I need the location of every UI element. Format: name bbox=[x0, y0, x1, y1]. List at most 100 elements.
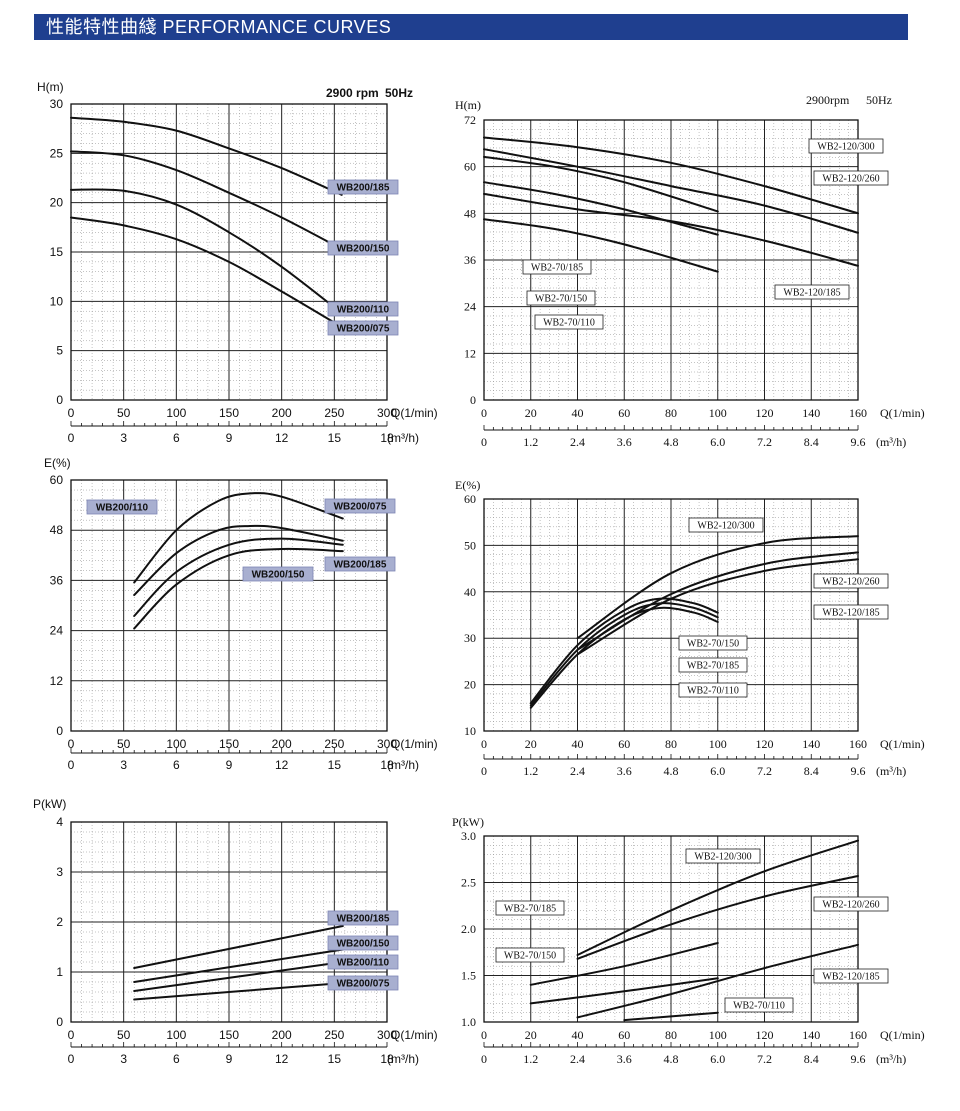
x-tick-label: 40 bbox=[572, 1028, 584, 1042]
x-tick-label: 140 bbox=[802, 737, 820, 751]
x2-tick-label: 12 bbox=[275, 1052, 289, 1066]
series-label-wb200-150: WB200/150 bbox=[337, 244, 390, 255]
curve-wb2-70-110 bbox=[529, 606, 719, 709]
x2-tick-label: 3.6 bbox=[617, 1052, 632, 1066]
series-label-box bbox=[813, 896, 889, 912]
curve-wb2-70-150 bbox=[529, 977, 719, 1005]
x-tick-label: 80 bbox=[665, 406, 677, 420]
x2-tick-label: 9.6 bbox=[851, 764, 866, 778]
x-axis-title: Q(1/min) bbox=[880, 1028, 925, 1042]
y-tick-label: 60 bbox=[50, 473, 64, 487]
x-tick-label: 0 bbox=[68, 737, 75, 751]
x2-tick-label: 2.4 bbox=[570, 1052, 585, 1066]
curve-wb2-70-150 bbox=[529, 597, 719, 705]
x2-tick-label: 15 bbox=[328, 1052, 342, 1066]
x2-tick-label: 0 bbox=[481, 435, 487, 449]
x-tick-label: 160 bbox=[849, 1028, 867, 1042]
y-tick-label: 0 bbox=[56, 393, 63, 407]
curve-wb200-110 bbox=[133, 961, 344, 992]
frequency-note: 50Hz bbox=[385, 86, 413, 100]
series-label-wb2-70-110: WB2-70/110 bbox=[733, 1001, 785, 1012]
y-tick-label: 50 bbox=[464, 538, 476, 552]
x2-tick-label: 0 bbox=[481, 1052, 487, 1066]
x2-tick-label: 9 bbox=[226, 758, 233, 772]
y-axis-title: P(kW) bbox=[33, 797, 66, 811]
series-label-box bbox=[813, 968, 889, 984]
series-label-wb200-075: WB200/075 bbox=[337, 324, 390, 335]
y-tick-label: 24 bbox=[464, 300, 476, 314]
x2-tick-label: 0 bbox=[68, 1052, 75, 1066]
x-tick-label: 0 bbox=[68, 406, 75, 420]
series-label-box bbox=[327, 240, 399, 256]
curve-wb200-110 bbox=[133, 524, 344, 596]
series-label-box bbox=[534, 314, 604, 330]
x2-axis-title: (m³/h) bbox=[876, 1052, 906, 1066]
series-label-box bbox=[678, 657, 748, 673]
x-tick-label: 100 bbox=[166, 737, 186, 751]
x2-tick-label: 18 bbox=[380, 758, 394, 772]
x-tick-label: 0 bbox=[481, 737, 487, 751]
y-axis-title: E(%) bbox=[455, 478, 480, 492]
x-tick-label: 20 bbox=[525, 406, 537, 420]
series-label-wb200-110: WB200/110 bbox=[337, 305, 390, 316]
series-label-wb2-70-185: WB2-70/185 bbox=[687, 661, 739, 672]
x-tick-label: 20 bbox=[525, 737, 537, 751]
series-label-wb2-70-110: WB2-70/110 bbox=[543, 318, 595, 329]
series-label-box bbox=[327, 975, 399, 991]
curve-wb200-150 bbox=[133, 948, 344, 983]
series-label-wb200-150: WB200/150 bbox=[337, 939, 390, 950]
curve-wb2-70-150 bbox=[483, 181, 719, 236]
x2-axis-title: (m³/h) bbox=[387, 431, 419, 445]
series-label-box bbox=[327, 179, 399, 195]
series-label-box bbox=[327, 954, 399, 970]
series-label-box bbox=[688, 517, 764, 533]
series-label-wb2-120-185: WB2-120/185 bbox=[822, 972, 879, 983]
x-tick-label: 100 bbox=[709, 737, 727, 751]
x-tick-label: 50 bbox=[117, 737, 131, 751]
series-label-wb200-110: WB200/110 bbox=[96, 503, 149, 514]
x2-axis-title: (m³/h) bbox=[876, 435, 906, 449]
curve-wb200-150 bbox=[70, 150, 343, 250]
x2-tick-label: 18 bbox=[380, 431, 394, 445]
series-label-wb2-120-260: WB2-120/260 bbox=[822, 174, 879, 185]
x2-tick-label: 0 bbox=[68, 758, 75, 772]
series-label-wb2-70-150: WB2-70/150 bbox=[535, 294, 587, 305]
x-tick-label: 0 bbox=[481, 406, 487, 420]
series-label-wb2-70-150: WB2-70/150 bbox=[504, 951, 556, 962]
y-tick-label: 2 bbox=[56, 915, 63, 929]
series-label-box bbox=[495, 900, 565, 916]
x-tick-label: 150 bbox=[219, 406, 239, 420]
y-tick-label: 60 bbox=[464, 492, 476, 506]
series-label-wb200-185: WB200/185 bbox=[337, 183, 390, 194]
series-label-box bbox=[685, 848, 761, 864]
y-tick-label: 3 bbox=[56, 865, 63, 879]
y-tick-label: 2.0 bbox=[461, 922, 476, 936]
x2-tick-label: 6 bbox=[173, 431, 180, 445]
y-tick-label: 3.0 bbox=[461, 829, 476, 843]
x-tick-label: 200 bbox=[272, 737, 292, 751]
x2-tick-label: 6 bbox=[173, 1052, 180, 1066]
y-tick-label: 0 bbox=[56, 724, 63, 738]
curve-wb200-185 bbox=[133, 537, 344, 617]
page-title: 性能特性曲綫 PERFORMANCE CURVES bbox=[46, 17, 392, 37]
y-tick-label: 10 bbox=[50, 294, 64, 308]
x-tick-label: 150 bbox=[219, 737, 239, 751]
y-tick-label: 36 bbox=[464, 253, 476, 267]
y-tick-label: 5 bbox=[56, 344, 63, 358]
curve-wb2-120-185 bbox=[576, 558, 859, 656]
curve-wb200-185 bbox=[70, 116, 343, 196]
series-label-wb2-70-150: WB2-70/150 bbox=[687, 639, 739, 650]
x-tick-label: 120 bbox=[756, 1028, 774, 1042]
x-tick-label: 140 bbox=[802, 406, 820, 420]
x2-tick-label: 15 bbox=[328, 758, 342, 772]
y-tick-label: 30 bbox=[464, 631, 476, 645]
y-axis-title: P(kW) bbox=[452, 815, 484, 829]
curve-wb200-075 bbox=[133, 492, 344, 584]
x-tick-label: 0 bbox=[481, 1028, 487, 1042]
speed-note: 2900 rpm bbox=[326, 86, 379, 100]
y-tick-label: 15 bbox=[50, 245, 64, 259]
y-tick-label: 10 bbox=[464, 724, 476, 738]
y-axis-title: E(%) bbox=[44, 456, 71, 470]
